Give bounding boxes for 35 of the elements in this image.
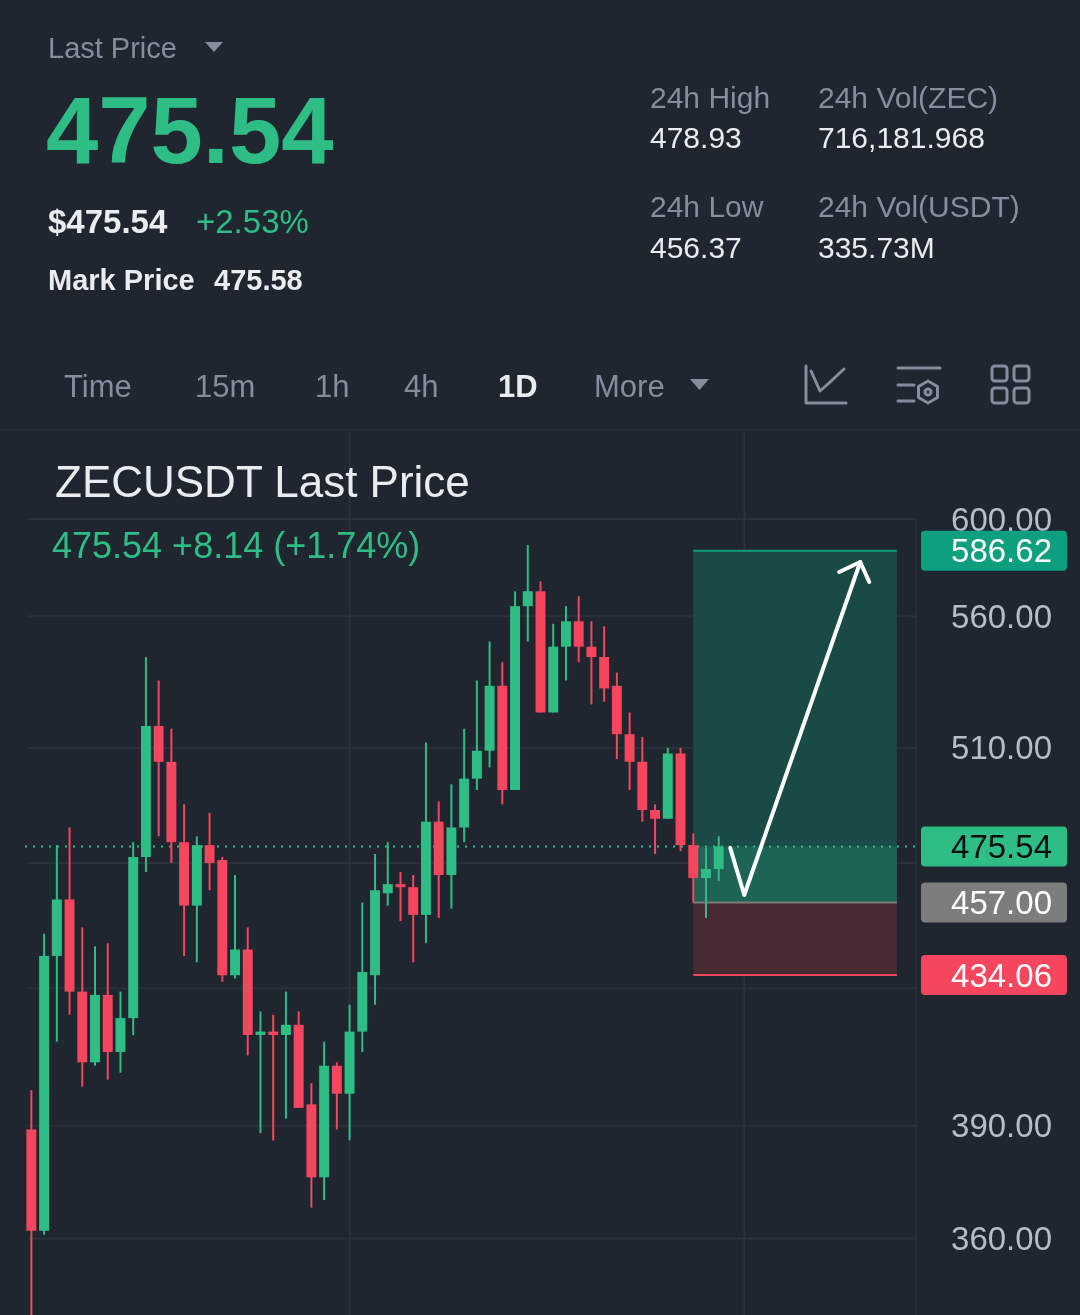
text: 716,181.968 [818,121,985,154]
ref-line-label: 475.54 [951,828,1052,866]
y-tick-label: 360.00 [951,1220,1052,1258]
y-tick-label: 510.00 [951,729,1052,767]
candlestick [586,620,597,706]
candlestick [395,871,406,923]
text: 4h [404,369,439,404]
text: 24h High [650,81,771,114]
chart-title: ZECUSDT Last Price [55,457,470,506]
text: 24h Low [650,190,764,223]
ref-line-label: 457.00 [951,884,1052,922]
ref-line-label: 434.06 [951,956,1052,994]
text: $475.54 [48,203,168,240]
text: 456.37 [650,231,742,264]
text: 335.73M [818,231,935,264]
text: 24h Vol(ZEC) [818,81,999,114]
text: More [594,369,665,404]
y-tick-label: 390.00 [951,1107,1052,1145]
text: 1h [315,369,350,404]
text: Mark Price [48,264,195,296]
text: 15m [195,369,256,404]
text: Last Price [48,32,177,64]
text: 475.58 [214,264,303,296]
y-tick-label: 560.00 [951,597,1052,635]
text: 478.93 [650,121,742,154]
candlestick [650,803,661,856]
text: 24h Vol(USDT) [818,190,1020,223]
text: 475.54 [46,78,334,183]
text: +2.53% [196,203,309,240]
text: Time [64,369,132,404]
text: 1D [498,369,538,404]
candlestick [204,811,215,892]
candlestick [280,990,291,1120]
chart-subtitle: 475.54 +8.14 (+1.74%) [52,525,421,566]
candlestick [522,544,533,643]
